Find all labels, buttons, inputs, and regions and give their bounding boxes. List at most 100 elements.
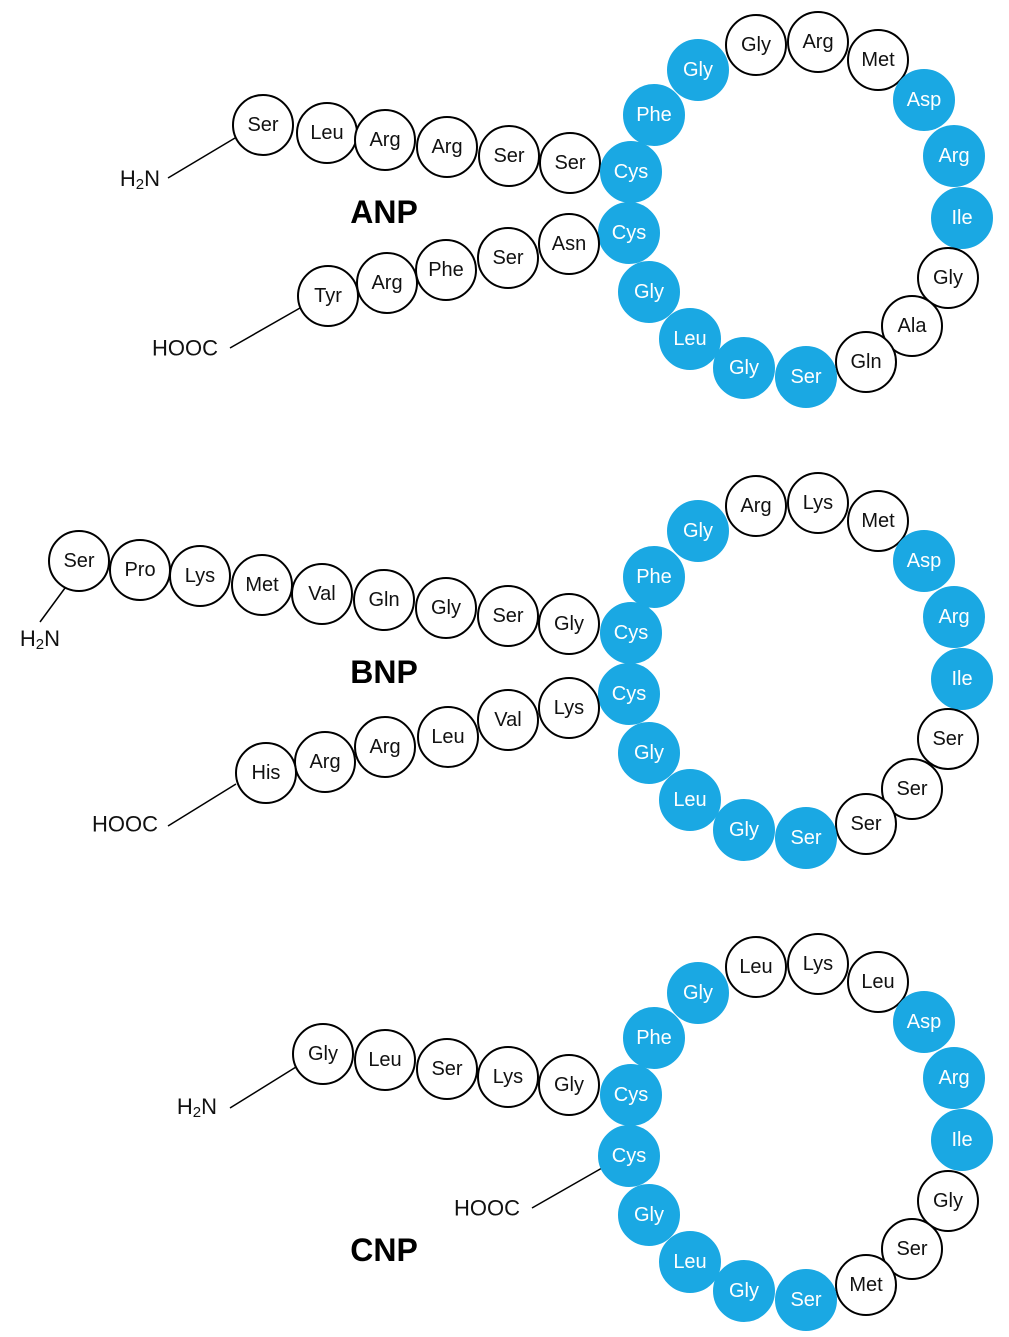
cnp-n-tail-residue: Ser — [416, 1038, 478, 1100]
anp-n-tail-residue-circle — [232, 94, 294, 156]
bnp-ring-residue: Ser — [835, 793, 897, 855]
cnp-ring-residue-circle — [598, 1125, 660, 1187]
cnp-ring-residue-circle — [775, 1269, 837, 1331]
anp-c-terminus: HOOC — [152, 336, 218, 361]
bnp-n-tail-residue: Ser — [477, 585, 539, 647]
anp-ring-residue: Leu — [659, 308, 721, 370]
cnp-ring-residue: Leu — [725, 936, 787, 998]
bnp-n-tail-residue: Lys — [169, 545, 231, 607]
cnp-ring-residue-circle — [931, 1109, 993, 1171]
anp-ring-residue-circle — [623, 84, 685, 146]
bnp-ring-residue-circle — [725, 475, 787, 537]
cnp-ring-residue-label: Asp — [907, 1011, 941, 1033]
anp-ring-residue: Ala — [881, 295, 943, 357]
bnp-ring-residue-circle — [787, 472, 849, 534]
bnp-ring-residue-circle — [775, 807, 837, 869]
anp-ring-residue: Met — [847, 29, 909, 91]
cnp-n-terminus: H2N — [177, 1094, 217, 1121]
bnp-c-tail-residue-label: Leu — [431, 726, 464, 748]
cnp-n-tail-residue-label: Gly — [554, 1074, 584, 1096]
anp-c-tail-residue: Arg — [356, 252, 418, 314]
bnp-c-tail-residue-label: Lys — [554, 697, 584, 719]
cnp-ring-residue: Arg — [923, 1047, 985, 1109]
anp-n-terminus: H2N — [120, 166, 160, 193]
anp-ring-residue-circle — [835, 331, 897, 393]
bnp-c-tail-residue-circle — [538, 677, 600, 739]
bnp-n-terminus-n: N — [44, 626, 60, 651]
bnp-c-tail-residue-circle — [477, 689, 539, 751]
cnp-ring-residue-label: Cys — [612, 1145, 646, 1167]
cnp-n-tail-residue-label: Ser — [431, 1058, 462, 1080]
cnp-ring-residue: Phe — [623, 1007, 685, 1069]
cnp-ring-residue-circle — [725, 936, 787, 998]
anp-ring-residue-circle — [600, 141, 662, 203]
cnp-ring-residue-label: Gly — [933, 1190, 963, 1212]
cnp-ring-residue-circle — [618, 1184, 680, 1246]
bnp-n-terminus-bond-line — [39, 587, 66, 623]
bnp-ring-residue: Lys — [787, 472, 849, 534]
bnp-ring-residue: Ser — [917, 708, 979, 770]
bnp-c-tail-residue-label: Arg — [369, 736, 400, 758]
anp-n-terminus-n: N — [144, 166, 160, 191]
cnp-ring-residue: Lys — [787, 933, 849, 995]
cnp-n-tail-residue-label: Gly — [308, 1043, 338, 1065]
bnp-c-terminus: HOOC — [92, 812, 158, 837]
anp-n-tail-residue: Arg — [354, 109, 416, 171]
anp-ring-residue-label: Ile — [951, 207, 972, 229]
cnp-n-tail-residue: Lys — [477, 1046, 539, 1108]
cnp-ring-residue: Leu — [659, 1231, 721, 1293]
bnp-n-tail-residue-label: Met — [245, 574, 279, 596]
anp-n-tail-residue-label: Ser — [493, 145, 524, 167]
anp-c-tail-residue-label: Tyr — [314, 285, 342, 307]
bnp-n-terminus-sub: 2 — [36, 636, 44, 653]
cnp-ring-residue-circle — [881, 1218, 943, 1280]
anp-c-tail-residue-circle — [297, 265, 359, 327]
cnp-ring-residue-circle — [667, 962, 729, 1024]
bnp-ring-residue: Gly — [713, 799, 775, 861]
bnp-ring-residue-circle — [659, 769, 721, 831]
anp-c-tail-residue: Ser — [477, 227, 539, 289]
bnp-ring-residue-label: Phe — [636, 566, 672, 588]
anp-ring-residue-label: Gly — [729, 357, 759, 379]
cnp-ring-residue-label: Ser — [790, 1289, 821, 1311]
bnp-n-tail-residue-circle — [169, 545, 231, 607]
bnp-ring-residue-label: Arg — [740, 495, 771, 517]
bnp-n-tail-residue: Pro — [109, 539, 171, 601]
anp-n-tail-residue: Arg — [416, 116, 478, 178]
anp-ring-residue-circle — [917, 247, 979, 309]
cnp-n-tail-residue: Gly — [538, 1054, 600, 1116]
bnp-ring-residue-circle — [618, 722, 680, 784]
cnp-ring-residue: Gly — [667, 962, 729, 1024]
anp-c-tail-residue-circle — [356, 252, 418, 314]
bnp-ring-residue-circle — [923, 586, 985, 648]
bnp-ring-residue-circle — [598, 663, 660, 725]
anp-ring-residue: Gly — [725, 14, 787, 76]
anp-n-tail-residue: Ser — [539, 132, 601, 194]
cnp-ring-residue-label: Cys — [614, 1084, 648, 1106]
anp-title: ANP — [350, 194, 418, 230]
bnp-ring-residue-circle — [713, 799, 775, 861]
bnp-n-terminus: H2N — [20, 626, 60, 653]
bnp-ring-residue-label: Arg — [938, 606, 969, 628]
bnp-n-tail-residue-circle — [48, 530, 110, 592]
bnp-n-tail-residue: Val — [291, 563, 353, 625]
anp-n-terminus-bond-line — [167, 137, 236, 179]
anp-n-tail-residue-circle — [539, 132, 601, 194]
anp-ring-residue-circle — [598, 202, 660, 264]
cnp-ring-residue-circle — [659, 1231, 721, 1293]
anp-ring-residue-circle — [923, 125, 985, 187]
bnp-n-tail-residue-label: Ser — [492, 605, 523, 627]
bnp-n-terminus-h: H — [20, 626, 36, 651]
anp-c-tail-residue-circle — [538, 213, 600, 275]
bnp-c-tail-residue: His — [235, 742, 297, 804]
cnp-ring-residue-label: Leu — [673, 1251, 706, 1273]
anp-ring-residue-circle — [775, 346, 837, 408]
bnp-n-tail-residue-circle — [415, 577, 477, 639]
cnp-ring-residue: Cys — [600, 1064, 662, 1126]
bnp-c-tail-residue: Leu — [417, 706, 479, 768]
bnp-n-tail-residue-circle — [477, 585, 539, 647]
cnp-ring-residue-label: Lys — [803, 953, 833, 975]
anp-ring-residue-label: Arg — [802, 31, 833, 53]
anp-ring-residue: Cys — [600, 141, 662, 203]
